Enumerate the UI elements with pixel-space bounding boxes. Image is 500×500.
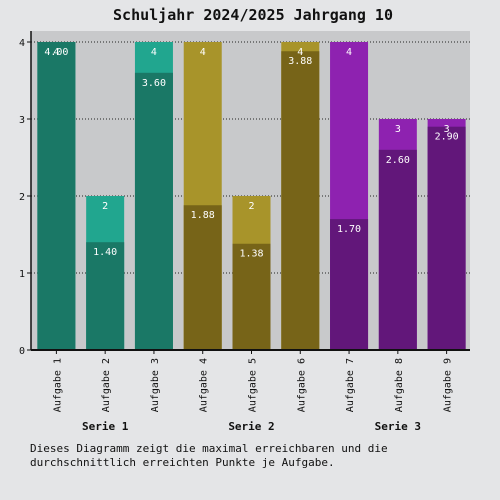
bars	[37, 42, 466, 351]
y-tick-label: 1	[19, 269, 25, 280]
bar-average-label: 2.60	[386, 155, 410, 166]
bar-average-label: 2.90	[435, 132, 459, 143]
x-tick-label: Aufgabe 3	[150, 358, 161, 412]
bar-max-label: 3	[444, 124, 450, 135]
x-tick-label: Aufgabe 7	[345, 358, 356, 412]
group-label: Serie 2	[228, 420, 274, 433]
bar-max-label: 4	[151, 47, 157, 58]
group-label: Serie 1	[82, 420, 129, 433]
y-tick-label: 4	[19, 38, 25, 49]
bar-average	[37, 42, 76, 350]
bar-max-label: 4	[53, 47, 59, 58]
y-tick-label: 3	[19, 115, 25, 126]
group-label: Serie 3	[375, 420, 421, 433]
bar-average	[232, 243, 271, 350]
x-tick-label: Aufgabe 8	[394, 358, 405, 412]
x-tick-label: Aufgabe 5	[248, 358, 259, 412]
group-labels: Serie 1 Serie 2 Serie 3	[82, 420, 421, 433]
bar-max-label: 4	[297, 47, 303, 58]
x-tick-label: Aufgabe 9	[443, 358, 454, 412]
bar-average-label: 1.88	[191, 210, 215, 221]
axes: 0 1 2 3 4	[19, 31, 470, 357]
bar-max-label: 3	[395, 124, 401, 135]
x-tick-label: Aufgabe 4	[199, 358, 210, 412]
bar-average-label: 3.60	[142, 78, 166, 89]
bar-average-label: 1.38	[239, 249, 263, 260]
bar-average-label: 3.88	[288, 56, 312, 67]
bar-average	[427, 126, 466, 350]
bar-average	[86, 242, 125, 350]
bar-max-label: 4	[200, 47, 206, 58]
bar-average	[330, 219, 369, 350]
bar-average	[378, 149, 417, 350]
bar-average	[134, 72, 173, 351]
bar-average-label: 1.70	[337, 224, 361, 235]
chart-caption: Dieses Diagramm zeigt die maximal erreic…	[30, 442, 388, 469]
bar-average	[281, 51, 320, 351]
bar-max-label: 4	[346, 47, 352, 58]
bar-average-label: 1.40	[93, 247, 117, 258]
x-tick-label: Aufgabe 1	[52, 358, 63, 412]
bar-max-label: 2	[248, 201, 254, 212]
bar-average	[183, 205, 222, 350]
y-tick-label: 0	[19, 346, 25, 357]
y-tick-label: 2	[19, 192, 25, 203]
x-tick-labels: Aufgabe 1 Aufgabe 2 Aufgabe 3 Aufgabe 4 Aufg…	[52, 350, 454, 412]
bar-labels: 44.0021.4043.6041.8821.3843.8841.7032.60…	[44, 47, 458, 260]
bar-average-label: 4.00	[44, 47, 68, 58]
bar-max-label: 2	[102, 201, 108, 212]
x-tick-label: Aufgabe 2	[101, 358, 112, 412]
x-tick-label: Aufgabe 6	[296, 358, 307, 412]
chart-title: Schuljahr 2024/2025 Jahrgang 10	[113, 6, 393, 24]
